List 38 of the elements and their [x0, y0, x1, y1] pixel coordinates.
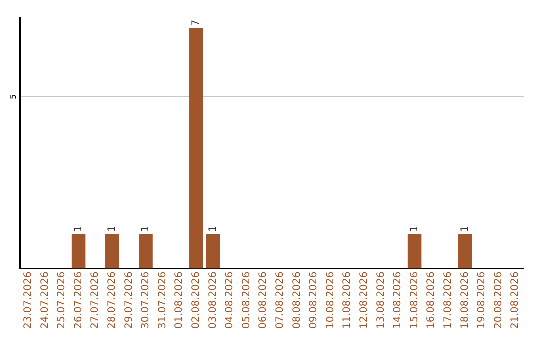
x-tick-label: 07.08.2026 — [274, 272, 286, 330]
x-tick-label: 24.07.2026 — [40, 272, 51, 330]
x-tick-label: 17.08.2026 — [442, 272, 454, 330]
x-tick-label: 29.07.2026 — [124, 272, 135, 330]
x-tick-label: 27.07.2026 — [90, 272, 102, 330]
x-tick-label: 01.08.2026 — [174, 272, 186, 330]
x-tick-label: 09.08.2026 — [308, 272, 320, 330]
data-label: 1 — [73, 226, 84, 232]
x-tick-label: 23.07.2026 — [22, 272, 34, 330]
x-tick-label: 03.08.2026 — [208, 272, 219, 330]
data-label: 1 — [140, 226, 152, 232]
data-label: 7 — [190, 20, 202, 26]
x-tick-label: 08.08.2026 — [292, 272, 303, 330]
x-tick-label: 13.08.2026 — [376, 272, 387, 330]
x-tick-label: 12.08.2026 — [358, 272, 370, 330]
x-tick-label: 20.08.2026 — [493, 272, 504, 330]
x-tick-label: 05.08.2026 — [241, 272, 252, 330]
x-tick-label: 04.08.2026 — [224, 272, 236, 330]
data-label: 1 — [208, 226, 219, 232]
x-tick-label: 11.08.2026 — [342, 272, 354, 330]
x-tick-label: 30.07.2026 — [140, 272, 152, 330]
x-tick-label: 26.07.2026 — [73, 272, 84, 330]
x-tick-label: 02.08.2026 — [190, 272, 202, 330]
data-label: 1 — [106, 226, 118, 232]
x-tick-label: 31.07.2026 — [157, 272, 168, 330]
data-label: 1 — [409, 226, 420, 232]
x-tick-label: 14.08.2026 — [392, 272, 404, 330]
x-tick-label: 10.08.2026 — [325, 272, 336, 330]
data-label: 1 — [460, 226, 471, 232]
x-tick-label: 21.08.2026 — [510, 272, 522, 330]
x-tick-label: 28.07.2026 — [106, 272, 118, 330]
y-tick-label: 5 — [9, 94, 18, 100]
x-tick-label: 16.08.2026 — [426, 272, 438, 330]
x-tick-label: 19.08.2026 — [476, 272, 488, 330]
x-tick-label: 06.08.2026 — [258, 272, 270, 330]
x-tick-label: 18.08.2026 — [460, 272, 471, 330]
x-tick-label: 15.08.2026 — [409, 272, 420, 330]
x-tick-label: 25.07.2026 — [56, 272, 68, 330]
